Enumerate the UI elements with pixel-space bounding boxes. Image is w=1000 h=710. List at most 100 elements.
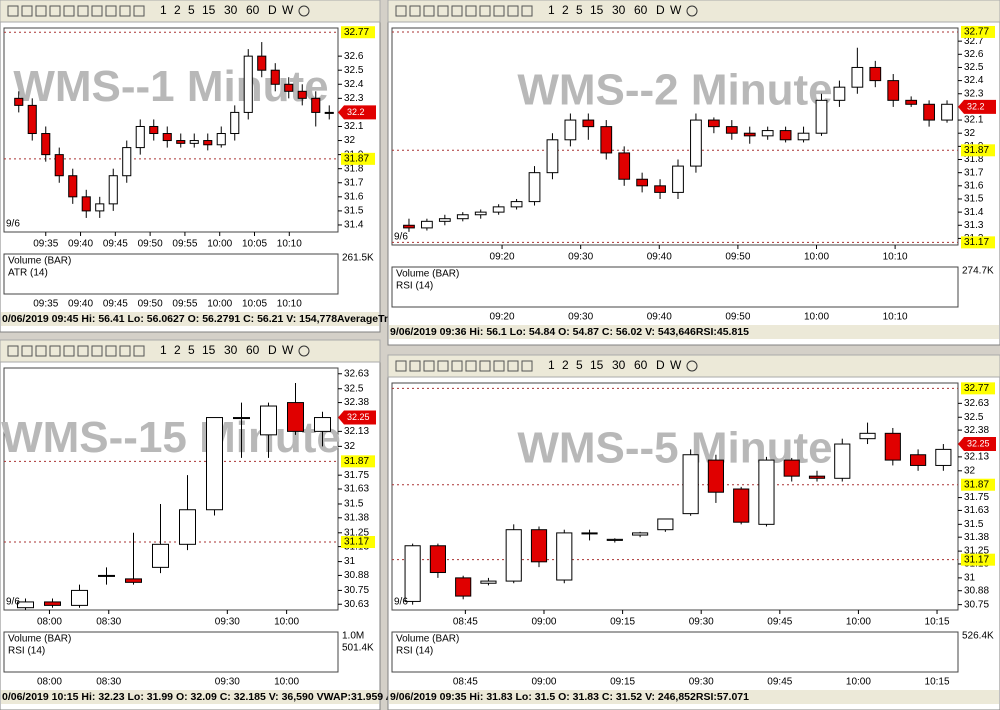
last-price-tag [338, 410, 376, 425]
toolbar-icon[interactable] [77, 345, 89, 357]
timeframe-button[interactable]: W [670, 3, 682, 17]
toolbar-icon[interactable] [119, 345, 131, 357]
toolbar-icon[interactable] [521, 360, 533, 372]
candle-body [636, 178, 649, 187]
toolbar-icon[interactable] [105, 345, 117, 357]
toolbar-icon[interactable] [49, 345, 61, 357]
timeframe-button[interactable]: 15 [590, 358, 604, 372]
timeframe-button[interactable]: 15 [590, 3, 604, 17]
timeframe-button[interactable]: 2 [174, 343, 181, 357]
toolbar-icon[interactable] [451, 360, 463, 372]
toolbar-icon[interactable] [521, 5, 533, 17]
candle-body [206, 417, 223, 511]
y-tick-label: 32.1 [964, 115, 984, 126]
y-tick-label: 31.4 [344, 220, 364, 231]
toolbar-icon[interactable] [493, 360, 505, 372]
y-tick-label: 31.4 [964, 207, 984, 218]
x-tick-label: 08:30 [96, 617, 121, 628]
candle-body [779, 130, 792, 141]
timeframe-button[interactable]: D [268, 3, 277, 17]
toolbar-icon[interactable] [423, 360, 435, 372]
toolbar-icon[interactable] [409, 360, 421, 372]
toolbar-icon[interactable] [7, 5, 19, 17]
toolbar-icon[interactable] [63, 5, 75, 17]
timeframe-button[interactable]: 5 [188, 3, 195, 17]
y-tick-label: 32.4 [964, 75, 984, 86]
toolbar-icon[interactable] [479, 5, 491, 17]
timeframe-button[interactable]: 1 [548, 358, 555, 372]
candle-body [733, 488, 750, 523]
timeframe-button[interactable]: 30 [224, 343, 238, 357]
toolbar-icon[interactable] [133, 345, 145, 357]
timeframe-button[interactable]: 60 [634, 358, 648, 372]
toolbar-icon[interactable] [479, 360, 491, 372]
toolbar-icon[interactable] [21, 5, 33, 17]
toolbar-icon[interactable] [409, 5, 421, 17]
toolbar-icon[interactable] [437, 5, 449, 17]
timeframe-button[interactable]: 60 [634, 3, 648, 17]
timeframe-button[interactable]: W [670, 358, 682, 372]
pane-x-tick-label: 10:00 [207, 299, 232, 310]
toolbar-icon[interactable] [423, 5, 435, 17]
timeframe-button[interactable]: 30 [612, 358, 626, 372]
timeframe-button[interactable]: 2 [562, 3, 569, 17]
last-price-label: 32.2 [967, 101, 985, 111]
y-tick-label: 32 [344, 441, 356, 452]
timeframe-button[interactable]: 5 [188, 343, 195, 357]
toolbar-icon[interactable] [7, 345, 19, 357]
level-tag [961, 478, 995, 491]
toolbar-icon[interactable] [465, 360, 477, 372]
y-tick-label: 32.5 [344, 383, 364, 394]
toolbar-icon[interactable] [507, 360, 519, 372]
candle-body [71, 589, 88, 606]
timeframe-button[interactable]: 30 [224, 3, 238, 17]
timeframe-button[interactable]: W [282, 343, 294, 357]
toolbar-icon[interactable] [119, 5, 131, 17]
timeframe-button[interactable]: 15 [202, 3, 216, 17]
toolbar-icon[interactable] [395, 360, 407, 372]
toolbar-icon[interactable] [77, 5, 89, 17]
timeframe-button[interactable]: 5 [576, 3, 583, 17]
timeframe-button[interactable]: 1 [160, 343, 167, 357]
timeframe-button[interactable]: 2 [174, 3, 181, 17]
close-button[interactable] [686, 5, 698, 17]
toolbar-icon[interactable] [451, 5, 463, 17]
toolbar-icon[interactable] [507, 5, 519, 17]
toolbar-icon[interactable] [35, 345, 47, 357]
toolbar-icon[interactable] [63, 345, 75, 357]
toolbar-icon[interactable] [395, 5, 407, 17]
close-button[interactable] [686, 360, 698, 372]
timeframe-button[interactable]: W [282, 3, 294, 17]
timeframe-button[interactable]: 30 [612, 3, 626, 17]
toolbar-icon[interactable] [49, 5, 61, 17]
toolbar-icon[interactable] [105, 5, 117, 17]
timeframe-button[interactable]: D [268, 343, 277, 357]
toolbar-icon[interactable] [493, 5, 505, 17]
timeframe-button[interactable]: 60 [246, 3, 260, 17]
timeframe-button[interactable]: 2 [562, 358, 569, 372]
timeframe-button[interactable]: 60 [246, 343, 260, 357]
timeframe-button[interactable]: 5 [576, 358, 583, 372]
toolbar-icon[interactable] [437, 360, 449, 372]
candle-body [95, 203, 105, 212]
close-button[interactable] [298, 5, 310, 17]
close-button[interactable] [298, 345, 310, 357]
level-label: 31.17 [964, 554, 989, 565]
toolbar-icon[interactable] [465, 5, 477, 17]
toolbar-icon[interactable] [91, 345, 103, 357]
candle-body [27, 104, 37, 135]
candle-body [672, 165, 684, 193]
level-label: 32.77 [964, 27, 989, 38]
toolbar-icon[interactable] [133, 5, 145, 17]
candle-body [657, 518, 674, 531]
timeframe-button[interactable]: D [656, 3, 665, 17]
timeframe-button[interactable]: 1 [160, 3, 167, 17]
timeframe-button[interactable]: 1 [548, 3, 555, 17]
toolbar-icon[interactable] [35, 5, 47, 17]
timeframe-button[interactable]: D [656, 358, 665, 372]
toolbar-icon[interactable] [91, 5, 103, 17]
status-line: 0/06/2019 10:15 Hi: 32.23 Lo: 31.99 O: 3… [2, 691, 438, 703]
candle-body [783, 459, 800, 477]
toolbar-icon[interactable] [21, 345, 33, 357]
timeframe-button[interactable]: 15 [202, 343, 216, 357]
